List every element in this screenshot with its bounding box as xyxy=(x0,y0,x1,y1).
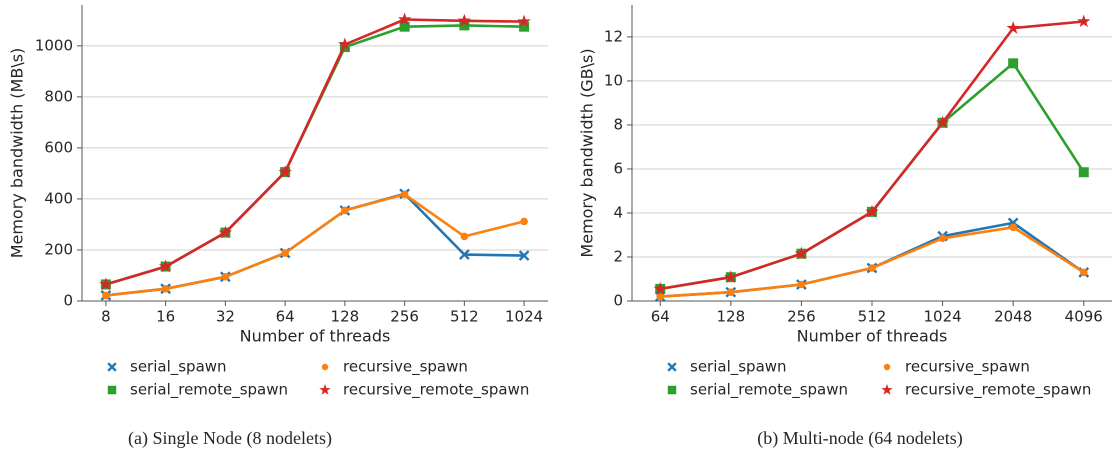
line xyxy=(105,192,525,297)
line xyxy=(660,221,1085,298)
marker xyxy=(517,14,531,28)
x-tick-label: 4096 xyxy=(1065,308,1103,326)
y-tick-label: 600 xyxy=(44,138,73,156)
legend-label: serial_remote_spawn xyxy=(690,381,848,400)
x-axis-label: Number of threads xyxy=(797,327,948,346)
x-tick-label: 128 xyxy=(717,308,746,326)
marker xyxy=(1008,58,1019,69)
x-tick-label: 8 xyxy=(101,308,111,326)
caption: (a) Single Node (8 nodelets) xyxy=(128,428,332,449)
legend-marker xyxy=(667,385,677,395)
legend-marker xyxy=(883,363,891,371)
x-tick-label: 2048 xyxy=(994,308,1032,326)
marker xyxy=(656,292,665,301)
y-tick-label: 1000 xyxy=(35,36,73,54)
marker xyxy=(221,272,230,281)
marker xyxy=(459,20,470,31)
legend-marker xyxy=(667,362,677,372)
marker xyxy=(1006,21,1020,34)
marker xyxy=(865,204,879,218)
marker xyxy=(102,291,110,300)
line xyxy=(659,20,1084,291)
marker xyxy=(158,259,173,273)
y-tick-label: 6 xyxy=(613,159,623,177)
line xyxy=(105,18,525,286)
marker xyxy=(935,115,950,129)
marker xyxy=(161,284,170,293)
marker xyxy=(518,250,530,261)
x-tick-label: 256 xyxy=(390,308,419,326)
x-tick-label: 64 xyxy=(276,308,295,326)
marker xyxy=(727,288,735,296)
marker xyxy=(653,281,667,295)
y-tick-label: 800 xyxy=(44,87,73,105)
x-tick-label: 512 xyxy=(858,308,887,326)
line xyxy=(660,226,1085,298)
y-tick-label: 2 xyxy=(613,247,623,265)
y-tick-label: 10 xyxy=(604,71,623,89)
marker xyxy=(397,12,412,26)
marker xyxy=(457,13,472,27)
y-tick-label: 200 xyxy=(44,240,73,258)
x-axis-label: Number of threads xyxy=(240,327,391,346)
marker xyxy=(338,37,352,51)
marker xyxy=(797,280,806,289)
y-axis-label: Memory bandwidth (GB\s) xyxy=(578,48,597,257)
marker xyxy=(519,21,530,32)
marker xyxy=(724,270,738,283)
marker xyxy=(400,190,409,199)
x-tick-label: 16 xyxy=(156,308,175,326)
line xyxy=(105,24,525,286)
legend-label: serial_spawn xyxy=(690,358,787,377)
legend-label: serial_remote_spawn xyxy=(130,381,288,400)
marker xyxy=(278,165,292,178)
line xyxy=(659,62,1085,291)
legend-marker xyxy=(319,384,331,395)
y-axis-label: Memory bandwidth (MB\s) xyxy=(8,48,27,259)
marker xyxy=(341,206,349,215)
legend-marker xyxy=(881,384,893,395)
marker xyxy=(460,232,469,241)
marker xyxy=(1077,14,1091,28)
y-tick-label: 8 xyxy=(613,115,623,133)
y-tick-label: 4 xyxy=(613,203,623,221)
x-tick-label: 256 xyxy=(787,308,816,326)
marker xyxy=(520,217,528,226)
legend-label: recursive_spawn xyxy=(343,358,468,377)
x-tick-label: 32 xyxy=(216,308,235,326)
marker xyxy=(281,249,289,257)
marker xyxy=(1078,167,1089,178)
x-tick-label: 64 xyxy=(651,308,670,326)
marker xyxy=(99,277,113,291)
marker xyxy=(399,21,410,32)
marker xyxy=(218,225,233,239)
legend-marker xyxy=(107,385,117,395)
x-tick-label: 512 xyxy=(450,308,479,326)
marker xyxy=(868,264,876,272)
legend-label: recursive_remote_spawn xyxy=(343,381,529,400)
legend-marker xyxy=(107,362,117,372)
x-tick-label: 1024 xyxy=(923,308,961,326)
marker xyxy=(794,246,809,260)
y-tick-label: 0 xyxy=(63,292,73,310)
marker xyxy=(459,249,470,260)
legend-marker xyxy=(321,363,329,371)
y-tick-label: 0 xyxy=(613,292,623,310)
marker xyxy=(1009,223,1017,232)
legend-label: serial_spawn xyxy=(130,358,227,377)
legend-label: recursive_spawn xyxy=(905,358,1030,377)
line xyxy=(105,193,525,297)
legend-label: recursive_remote_spawn xyxy=(905,381,1091,400)
marker xyxy=(938,234,947,243)
marker xyxy=(1079,268,1088,277)
y-tick-label: 12 xyxy=(604,27,623,45)
x-tick-label: 1024 xyxy=(505,308,543,326)
caption: (b) Multi-node (64 nodelets) xyxy=(757,428,962,449)
y-tick-label: 400 xyxy=(44,189,73,207)
x-tick-label: 128 xyxy=(331,308,360,326)
